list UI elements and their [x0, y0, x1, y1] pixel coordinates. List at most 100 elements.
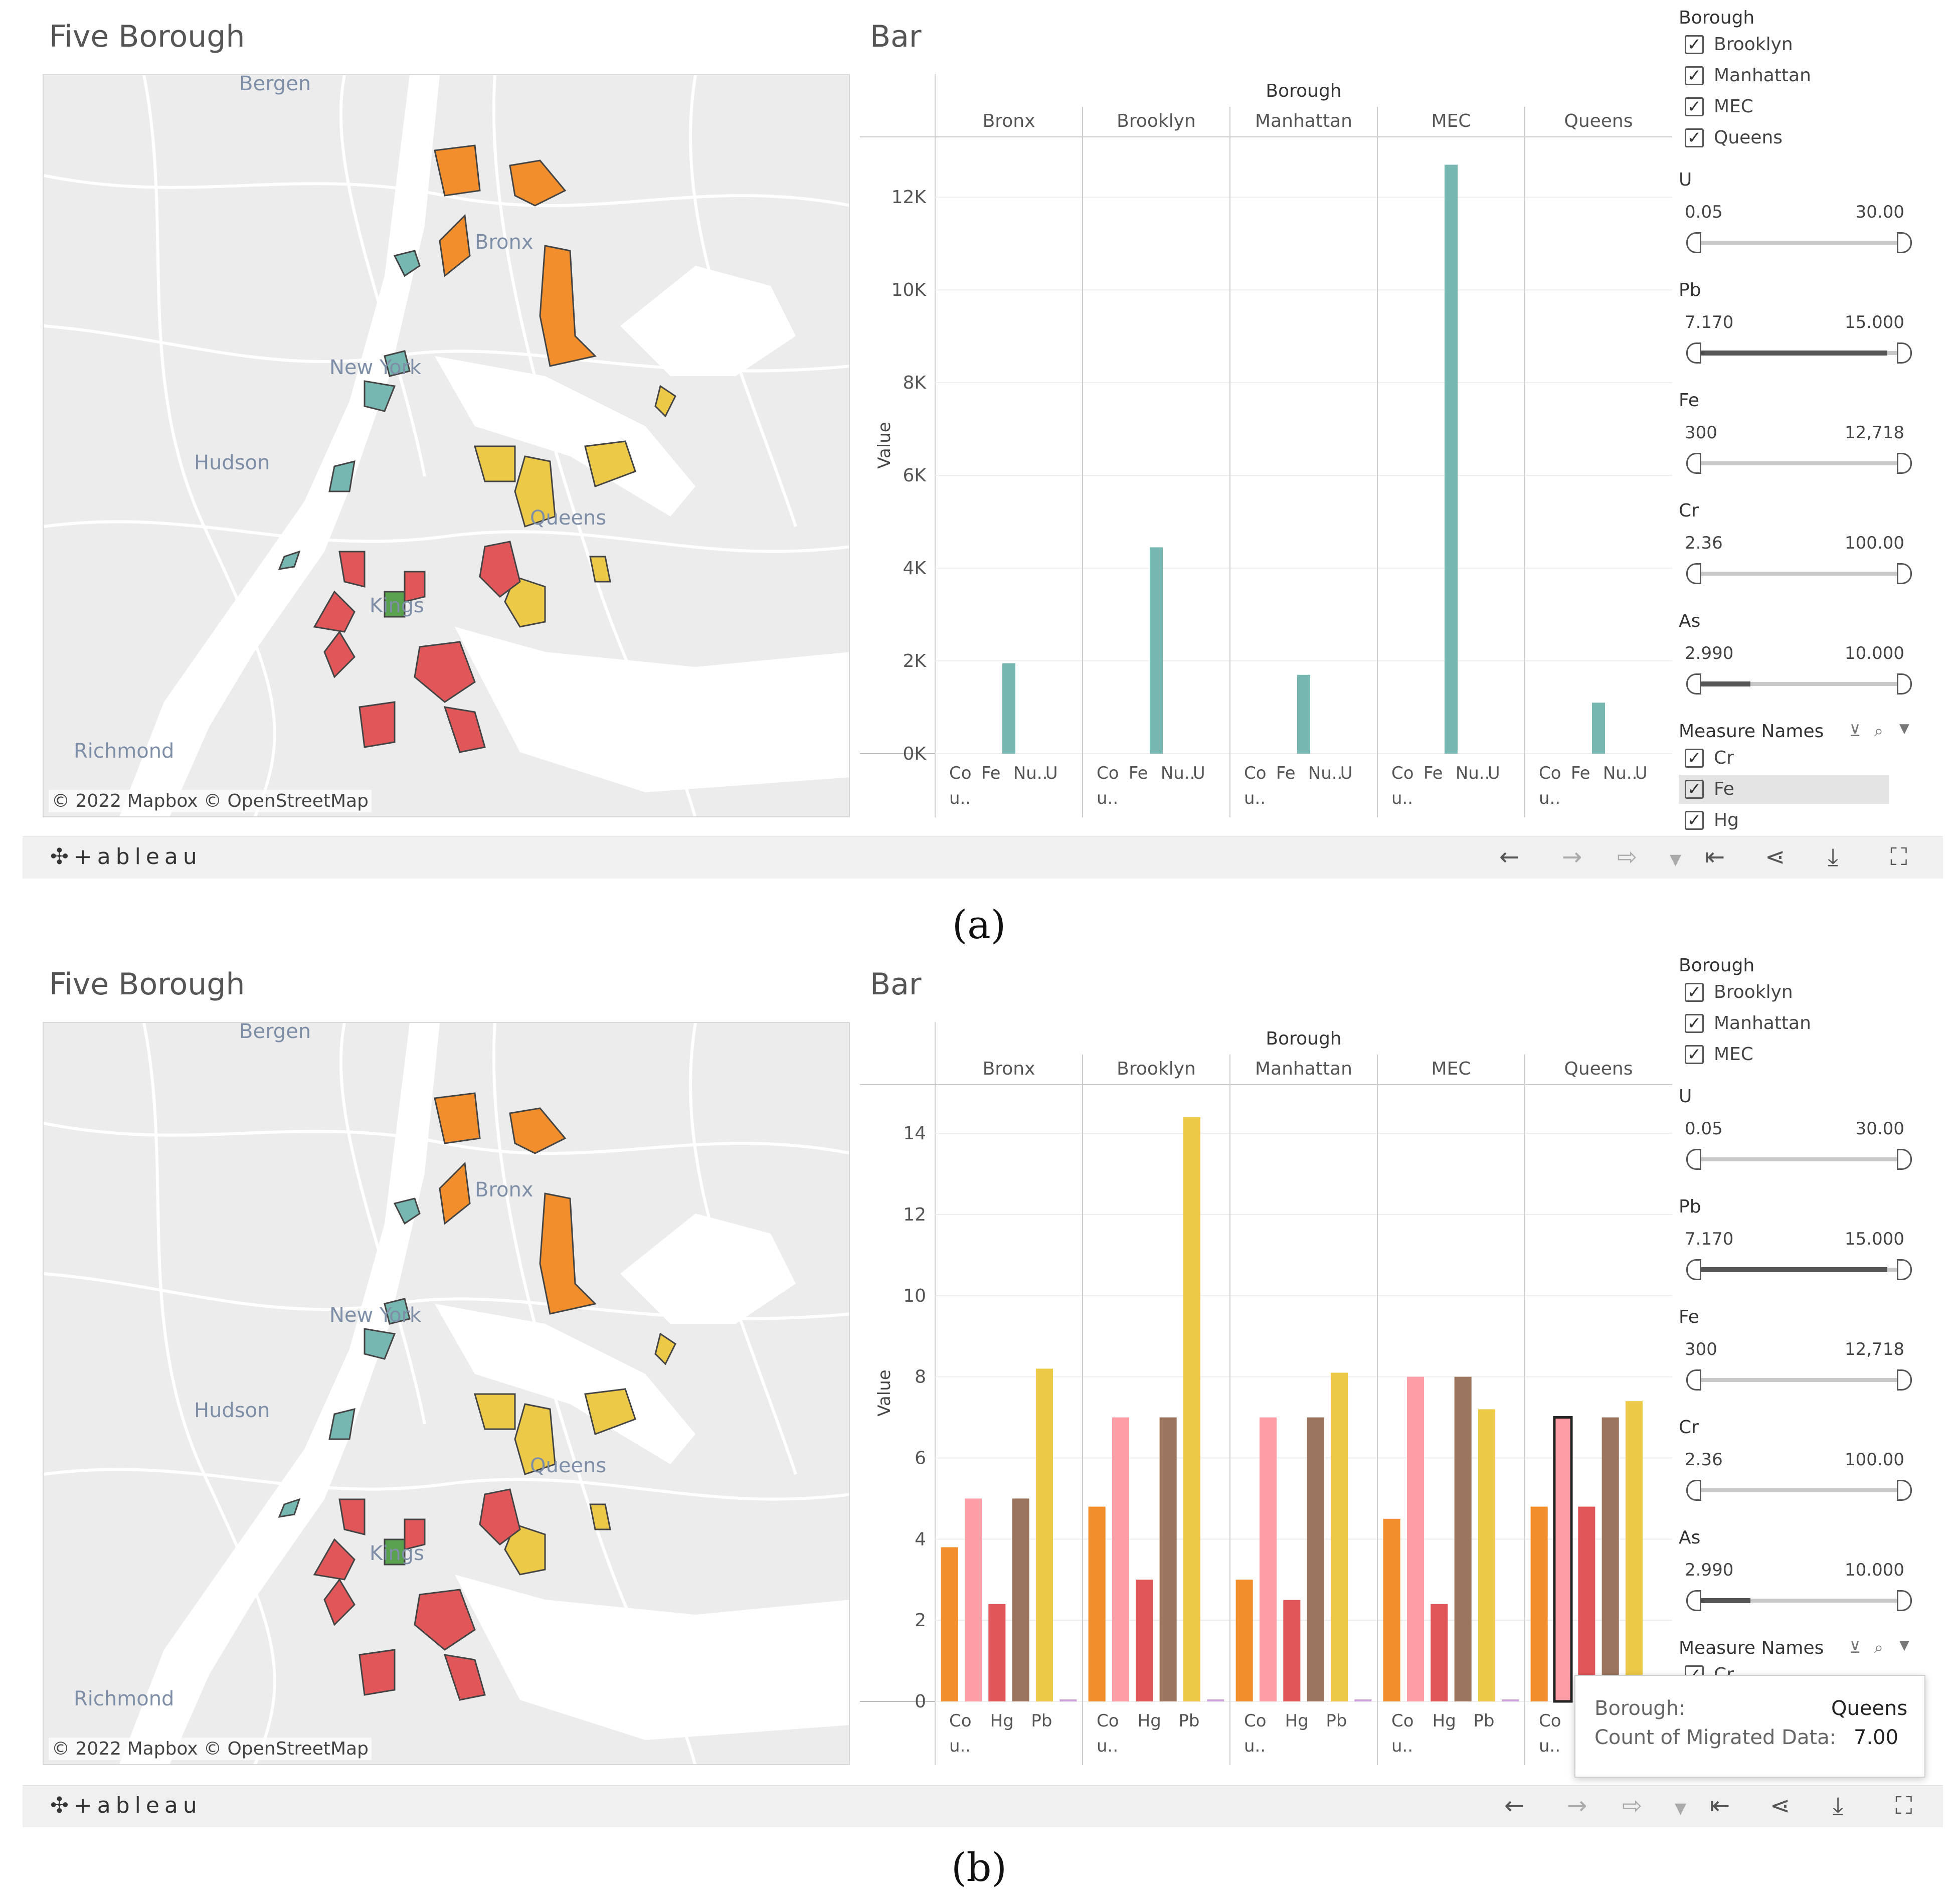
range-handle-max-as[interactable]	[1897, 1590, 1912, 1611]
reset-icon[interactable]: ⇤	[1710, 1792, 1730, 1820]
revert-dropdown-icon[interactable]: ▼	[1670, 851, 1682, 869]
bar-chart-svg[interactable]: Borough Value 0 2 4 6 8 10 12 14 Bronx Co Hg Pb u.. Bro…	[860, 1022, 1672, 1765]
borough-polygons[interactable]	[278, 1092, 676, 1701]
map-label-new-york: New York	[329, 356, 422, 379]
x-tick-label: Fe	[981, 763, 1001, 783]
map-label-richmond: Richmond	[74, 1687, 174, 1710]
range-handle-min-as[interactable]	[1686, 1590, 1701, 1611]
share-icon[interactable]: ⋖	[1770, 1792, 1791, 1820]
queens-region-4	[654, 385, 676, 418]
bar-chart[interactable]: Borough Value 0 2 4 6 8 10 12 14 Bronx Co Hg Pb u.. Bro…	[860, 1022, 1672, 1765]
measure-checkbox-cr[interactable]: ✓	[1685, 749, 1704, 768]
range-handle-min-u[interactable]	[1686, 1149, 1701, 1170]
bronx-region-3	[439, 1161, 471, 1225]
range-fill-pb	[1694, 351, 1888, 356]
map-label-bronx: Bronx	[475, 231, 533, 254]
y-tick-label: 12K	[892, 187, 927, 208]
borough-checkbox-mec[interactable]: ✓	[1685, 97, 1704, 116]
measure-checkbox-fe[interactable]: ✓	[1685, 780, 1704, 799]
borough-checkbox-brooklyn[interactable]: ✓	[1685, 983, 1704, 1002]
range-handle-min-cr[interactable]	[1686, 1480, 1701, 1501]
range-min-pb: 7.170	[1685, 1229, 1734, 1249]
range-min-cr: 2.36	[1685, 1450, 1723, 1470]
borough-checkbox-manhattan[interactable]: ✓	[1685, 1014, 1704, 1033]
range-title-as: As	[1679, 611, 1701, 631]
bar-manhattan-fe	[1297, 674, 1310, 754]
range-handle-min-pb[interactable]	[1686, 1259, 1701, 1280]
x-tick-sublabel: u..	[949, 788, 971, 808]
reset-icon[interactable]: ⇤	[1705, 843, 1725, 871]
range-handle-max-cr[interactable]	[1897, 1480, 1912, 1501]
map-title: Five Borough	[49, 967, 245, 1002]
range-handle-max-u[interactable]	[1897, 1149, 1912, 1170]
queens-region-2	[514, 1403, 556, 1475]
x-tick-label: Hg	[990, 1711, 1014, 1731]
x-tick-label: U	[1635, 763, 1648, 783]
range-handle-max-cr[interactable]	[1897, 563, 1912, 584]
range-track-cr	[1694, 1488, 1904, 1492]
dropdown-icon[interactable]: ▼	[1899, 721, 1909, 736]
manhattan-region-4	[328, 1408, 355, 1440]
revert-icon[interactable]: ⇨	[1622, 1792, 1643, 1820]
range-handle-min-fe[interactable]	[1686, 1369, 1701, 1391]
bar-chart-svg[interactable]: Borough Value 0K 2K 4K 6K 8K 10K 12K Bronx Co Fe Nu.…	[860, 74, 1672, 817]
queens-region-5	[589, 556, 611, 583]
brooklyn-region-6	[414, 1589, 476, 1651]
borough-map[interactable]: Bergen Bronx New York Hudson Queens King…	[43, 74, 850, 817]
bar-brooklyn-co	[1088, 1506, 1106, 1701]
download-icon[interactable]: ⤓	[1833, 1792, 1844, 1820]
range-handle-min-cr[interactable]	[1686, 563, 1701, 584]
bronx-region-2	[509, 159, 567, 207]
redo-icon[interactable]: →	[1567, 1792, 1587, 1820]
download-icon[interactable]: ⤓	[1828, 843, 1839, 871]
x-tick-label: Hg	[1138, 1711, 1161, 1731]
dropdown-icon[interactable]: ▼	[1899, 1638, 1909, 1653]
borough-checkbox-brooklyn[interactable]: ✓	[1685, 35, 1704, 54]
undo-icon[interactable]: ←	[1499, 843, 1520, 871]
fullscreen-icon[interactable]: ⛶	[1895, 1792, 1912, 1820]
borough-checkbox-manhattan[interactable]: ✓	[1685, 66, 1704, 85]
x-tick-sublabel: u..	[1391, 1736, 1413, 1756]
borough-checkbox-mec[interactable]: ✓	[1685, 1045, 1704, 1064]
measure-checkbox-hg[interactable]: ✓	[1685, 811, 1704, 830]
map-attribution: © 2022 Mapbox © OpenStreetMap	[49, 790, 372, 812]
range-min-cr: 2.36	[1685, 533, 1723, 553]
borough-checkbox-queens[interactable]: ✓	[1685, 128, 1704, 147]
bar-title: Bar	[870, 967, 922, 1002]
range-handle-min-u[interactable]	[1686, 232, 1701, 253]
revert-icon[interactable]: ⇨	[1617, 843, 1638, 871]
bar-queens-co	[1530, 1506, 1548, 1701]
range-handle-max-fe[interactable]	[1897, 453, 1912, 474]
search-icon[interactable]: ⌕	[1874, 721, 1883, 740]
range-handle-max-u[interactable]	[1897, 232, 1912, 253]
x-tick-label: Co	[949, 1711, 972, 1731]
range-handle-min-fe[interactable]	[1686, 453, 1701, 474]
clear-filter-icon[interactable]: ⊻	[1849, 721, 1861, 740]
range-handle-max-pb[interactable]	[1897, 342, 1912, 364]
share-icon[interactable]: ⋖	[1765, 843, 1786, 871]
borough-map[interactable]: Bergen Bronx New York Hudson Queens King…	[43, 1022, 850, 1765]
borough-polygons[interactable]	[278, 144, 676, 753]
borough-header-bronx: Bronx	[983, 111, 1035, 131]
range-max-cr: 100.00	[1845, 533, 1904, 553]
redo-icon[interactable]: →	[1562, 843, 1582, 871]
range-handle-min-pb[interactable]	[1686, 342, 1701, 364]
map-canvas[interactable]	[44, 75, 850, 817]
map-canvas[interactable]	[44, 1023, 850, 1765]
brooklyn-region-6	[414, 641, 476, 703]
bar-chart[interactable]: Borough Value 0K 2K 4K 6K 8K 10K 12K Bronx Co Fe Nu.…	[860, 74, 1672, 817]
revert-dropdown-icon[interactable]: ▼	[1675, 1800, 1687, 1817]
borough-checkbox-label: Manhattan	[1714, 1013, 1811, 1033]
range-handle-min-as[interactable]	[1686, 673, 1701, 695]
bar-bronx-u	[1059, 1699, 1077, 1701]
fullscreen-icon[interactable]: ⛶	[1890, 843, 1907, 871]
range-min-as: 2.990	[1685, 1560, 1734, 1580]
range-handle-max-as[interactable]	[1897, 673, 1912, 695]
search-icon[interactable]: ⌕	[1874, 1638, 1883, 1657]
clear-filter-icon[interactable]: ⊻	[1849, 1638, 1861, 1657]
bar-manhattan-co	[1235, 1580, 1253, 1701]
borough-checkbox-label: Manhattan	[1714, 65, 1811, 86]
range-handle-max-fe[interactable]	[1897, 1369, 1912, 1391]
undo-icon[interactable]: ←	[1504, 1792, 1525, 1820]
range-handle-max-pb[interactable]	[1897, 1259, 1912, 1280]
